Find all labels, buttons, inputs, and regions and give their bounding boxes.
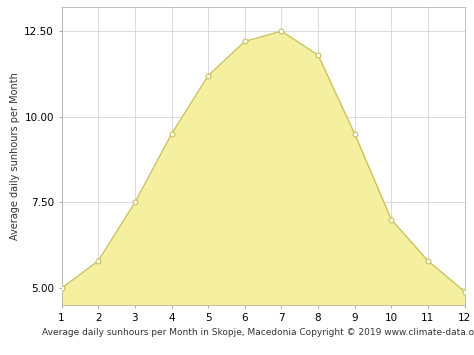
X-axis label: Average daily sunhours per Month in Skopje, Macedonia Copyright © 2019 www.clima: Average daily sunhours per Month in Skop…: [42, 328, 474, 338]
Y-axis label: Average daily sunhours per Month: Average daily sunhours per Month: [10, 72, 20, 240]
